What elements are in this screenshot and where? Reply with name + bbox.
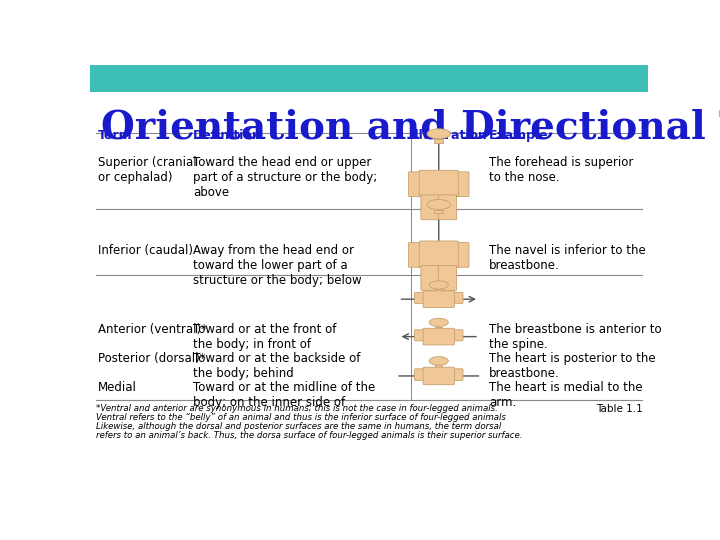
Ellipse shape: [429, 281, 449, 289]
Text: Superior (cranial
or cephalad): Superior (cranial or cephalad): [99, 156, 197, 184]
FancyBboxPatch shape: [456, 242, 469, 267]
Bar: [435, 365, 442, 368]
FancyBboxPatch shape: [421, 266, 439, 291]
Bar: [434, 139, 443, 143]
Text: refers to an animal’s back. Thus, the dorsa surface of four-legged animals is th: refers to an animal’s back. Thus, the do…: [96, 431, 522, 440]
FancyBboxPatch shape: [415, 292, 425, 303]
FancyBboxPatch shape: [453, 369, 463, 380]
FancyBboxPatch shape: [423, 367, 454, 384]
Text: Illustration: Illustration: [411, 129, 487, 142]
Text: The breastbone is anterior to
the spine.: The breastbone is anterior to the spine.: [489, 322, 662, 350]
Text: Toward the head end or upper
part of a structure or the body;
above: Toward the head end or upper part of a s…: [193, 156, 377, 199]
Bar: [434, 210, 443, 213]
FancyBboxPatch shape: [438, 266, 456, 291]
FancyBboxPatch shape: [456, 172, 469, 197]
Text: The navel is inferior to the
breastbone.: The navel is inferior to the breastbone.: [489, 244, 646, 272]
Text: Anterior (ventral)*: Anterior (ventral)*: [99, 322, 207, 335]
Ellipse shape: [429, 356, 449, 365]
FancyBboxPatch shape: [408, 242, 420, 267]
Text: Likewise, although the dorsal and posterior surfaces are the same in humans, the: Likewise, although the dorsal and poster…: [96, 422, 501, 431]
FancyBboxPatch shape: [421, 195, 439, 220]
Text: Example: Example: [489, 129, 549, 142]
FancyBboxPatch shape: [453, 330, 463, 341]
FancyBboxPatch shape: [438, 195, 456, 220]
Bar: [90, 65, 648, 92]
Text: The heart is medial to the
arm.: The heart is medial to the arm.: [489, 381, 642, 409]
Text: Orientation and Directional Terms: Orientation and Directional Terms: [101, 109, 720, 146]
Ellipse shape: [427, 199, 451, 210]
Text: Term: Term: [99, 129, 133, 142]
FancyBboxPatch shape: [415, 330, 425, 341]
Text: Table 1.1: Table 1.1: [595, 404, 642, 414]
Ellipse shape: [427, 129, 451, 139]
Text: Ventral refers to the “belly” of an animal and thus is the inferior surface of f: Ventral refers to the “belly” of an anim…: [96, 413, 505, 422]
Text: *Ventral and anterior are synonymous in humans; this is not the case in four-leg: *Ventral and anterior are synonymous in …: [96, 404, 498, 413]
Bar: [435, 289, 442, 292]
FancyBboxPatch shape: [415, 369, 425, 380]
FancyBboxPatch shape: [423, 291, 454, 307]
Text: Medial: Medial: [99, 381, 138, 394]
Text: Away from the head end or
toward the lower part of a
structure or the body; belo: Away from the head end or toward the low…: [193, 244, 362, 287]
Bar: [435, 327, 442, 329]
Text: The heart is posterior to the
breastbone.: The heart is posterior to the breastbone…: [489, 352, 656, 380]
FancyBboxPatch shape: [419, 241, 458, 267]
Text: Toward or at the front of
the body; in front of: Toward or at the front of the body; in f…: [193, 322, 337, 350]
FancyBboxPatch shape: [419, 170, 458, 197]
FancyBboxPatch shape: [453, 292, 463, 303]
FancyBboxPatch shape: [408, 172, 420, 197]
Text: Definition: Definition: [193, 129, 262, 142]
Text: The forehead is superior
to the nose.: The forehead is superior to the nose.: [489, 156, 634, 184]
FancyBboxPatch shape: [423, 328, 454, 345]
Ellipse shape: [429, 318, 449, 327]
Text: Toward or at the backside of
the body; behind: Toward or at the backside of the body; b…: [193, 352, 361, 380]
Text: Posterior (dorsal)*: Posterior (dorsal)*: [99, 352, 206, 365]
Text: Toward or at the midline of the
body; on the inner side of: Toward or at the midline of the body; on…: [193, 381, 376, 409]
Text: Inferior (caudal): Inferior (caudal): [99, 244, 194, 256]
